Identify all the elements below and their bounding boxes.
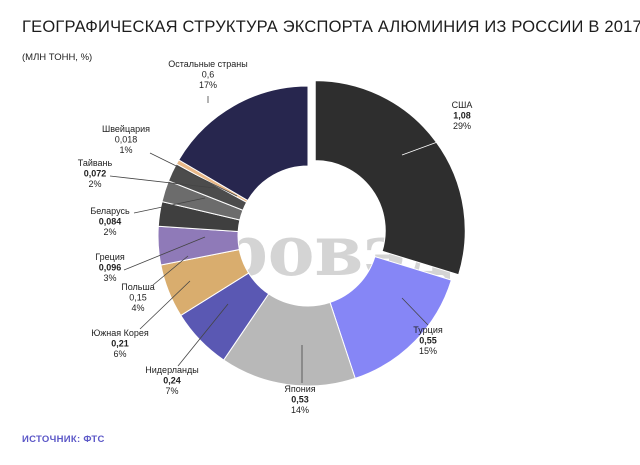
slice-label-10: Остальные страны 0,6 17% bbox=[168, 59, 247, 90]
slice-label-6: Греция 0,096 3% bbox=[95, 252, 125, 283]
slice-label-3: Нидерланды 0,24 7% bbox=[145, 365, 198, 396]
leader-line-5 bbox=[152, 255, 189, 286]
leader-line-3 bbox=[177, 303, 229, 367]
source-note: ИСТОЧНИК: ФТС bbox=[22, 434, 105, 445]
slice-label-1: Турция 0,55 15% bbox=[413, 325, 443, 356]
slice-0 bbox=[314, 80, 466, 276]
slice-label-7: Беларусь 0,084 2% bbox=[90, 206, 130, 237]
slice-label-4: Южная Корея 0,21 6% bbox=[91, 328, 149, 359]
slice-label-0: США 1,08 29% bbox=[452, 100, 473, 131]
chart-title: ГЕОГРАФИЧЕСКАЯ СТРУКТУРА ЭКСПОРТА АЛЮМИН… bbox=[22, 18, 640, 36]
chart-subtitle: (МЛН ТОНН, %) bbox=[22, 52, 93, 63]
leader-line-1 bbox=[401, 297, 429, 326]
slice-label-2: Япония 0,53 14% bbox=[284, 384, 315, 415]
leader-line-6 bbox=[123, 236, 206, 271]
slice-10 bbox=[178, 85, 309, 202]
leader-line-4 bbox=[139, 280, 191, 330]
leader-line-8 bbox=[109, 175, 216, 189]
leader-line-0 bbox=[401, 132, 463, 156]
leader-line-9 bbox=[149, 152, 238, 197]
slice-label-9: Швейцария 0,018 1% bbox=[102, 124, 150, 155]
slice-label-5: Польша 0,15 4% bbox=[121, 282, 154, 313]
slice-label-8: Тайвань 0,072 2% bbox=[78, 158, 113, 189]
leader-line-7 bbox=[133, 197, 206, 214]
